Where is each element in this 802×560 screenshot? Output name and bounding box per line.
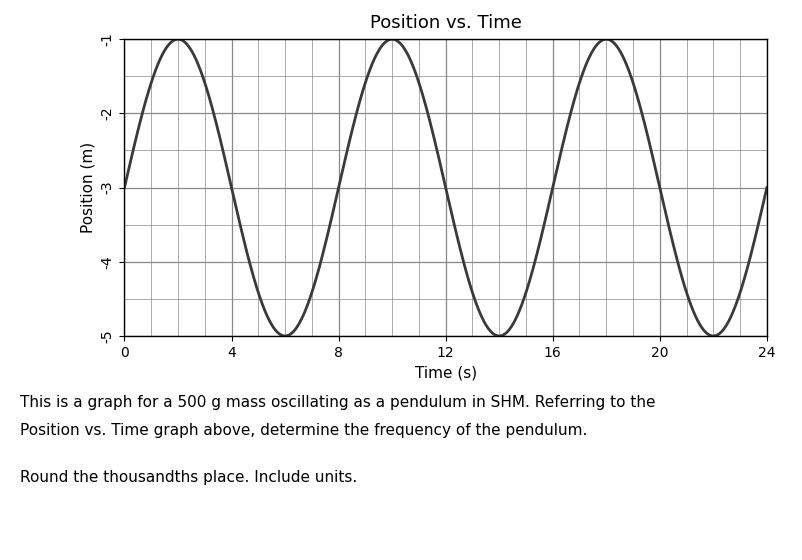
Text: Round the thousandths place. Include units.: Round the thousandths place. Include uni… xyxy=(20,470,357,486)
X-axis label: Time (s): Time (s) xyxy=(414,365,476,380)
Text: This is a graph for a 500 g mass oscillating as a pendulum in SHM. Referring to : This is a graph for a 500 g mass oscilla… xyxy=(20,395,654,410)
Text: Position vs. Time graph above, determine the frequency of the pendulum.: Position vs. Time graph above, determine… xyxy=(20,423,587,438)
Title: Position vs. Time: Position vs. Time xyxy=(369,14,521,32)
Y-axis label: Position (m): Position (m) xyxy=(80,142,95,233)
